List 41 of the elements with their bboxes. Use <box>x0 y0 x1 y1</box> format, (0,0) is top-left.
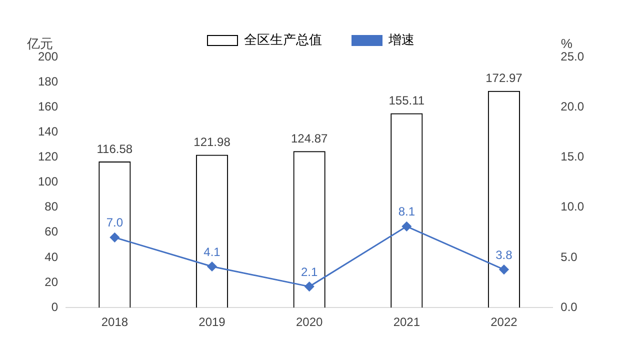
data-label: 7.0 <box>106 216 124 230</box>
point <box>499 264 509 274</box>
x-tick-label: 2019 <box>198 315 226 330</box>
y2-axis-title: % <box>560 36 573 52</box>
y-tick-label: 180 <box>38 74 58 88</box>
y-axis-title: 亿元 <box>26 36 53 52</box>
y-tick-label: 40 <box>44 250 58 264</box>
legend-label: 全区生产总值 <box>244 32 322 48</box>
y-tick-label: 140 <box>38 124 58 138</box>
y-tick-label: 160 <box>38 99 58 114</box>
x-tick-label: 2022 <box>490 315 518 330</box>
y2-tick-label: 25.0 <box>560 49 584 64</box>
y-tick-label: 60 <box>44 224 58 239</box>
x-tick-label: 2021 <box>393 315 420 330</box>
y-tick-label: 80 <box>44 200 58 214</box>
data-label: 121.98 <box>194 135 231 150</box>
data-label: 2.1 <box>300 264 318 279</box>
data-label: 172.97 <box>486 71 523 86</box>
point <box>207 262 217 272</box>
y2-tick-label: 5.0 <box>560 250 578 264</box>
y-tick-label: 200 <box>38 49 58 64</box>
x-tick-label: 2020 <box>296 315 324 330</box>
x-tick-label: 2018 <box>101 315 128 330</box>
data-label: 3.8 <box>496 248 513 262</box>
data-label: 8.1 <box>398 204 416 219</box>
legend-label: 增速 <box>388 32 414 48</box>
data-label: 155.11 <box>388 94 425 108</box>
y2-tick-label: 15.0 <box>560 150 584 164</box>
y-tick-label: 20 <box>44 274 58 289</box>
y2-tick-label: 10.0 <box>560 200 584 214</box>
point <box>304 282 314 292</box>
y2-tick-label: 20.0 <box>560 99 584 114</box>
point <box>110 232 120 242</box>
data-label: 124.87 <box>290 131 328 146</box>
y-tick-label: 0 <box>51 300 58 314</box>
y-tick-label: 100 <box>38 174 58 189</box>
y2-tick-label: 0.0 <box>560 300 578 314</box>
data-label: 4.1 <box>204 244 221 259</box>
point <box>402 222 412 232</box>
y-tick-label: 120 <box>38 150 58 164</box>
data-label: 116.58 <box>96 142 133 156</box>
